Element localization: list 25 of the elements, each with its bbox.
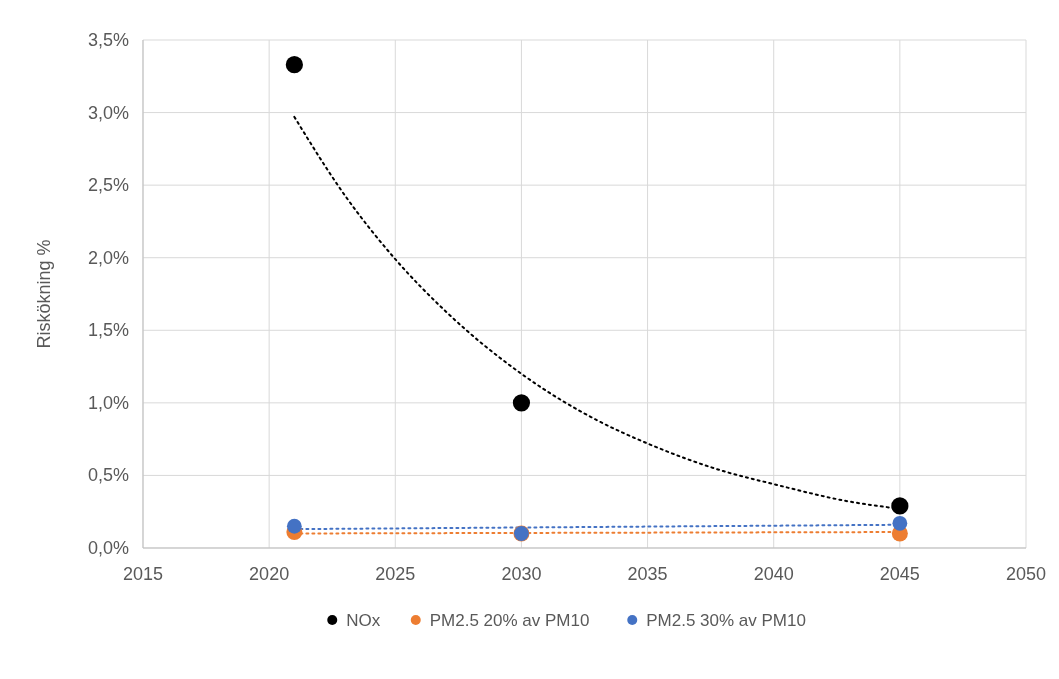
x-tick-label: 2045 xyxy=(879,564,920,584)
x-tick-label: 2035 xyxy=(627,564,668,584)
x-tick-label: 2040 xyxy=(753,564,794,584)
x-tick-label: 2050 xyxy=(1005,564,1047,584)
y-tick-label: 2,0% xyxy=(87,247,129,268)
legend-label: PM2.5 30% av PM10 xyxy=(646,611,806,630)
point xyxy=(512,394,531,412)
y-tick-label: 3,0% xyxy=(87,102,129,123)
y-axis-title: Riskökning % xyxy=(34,239,54,349)
point xyxy=(285,56,303,74)
point xyxy=(891,497,909,515)
y-tick-label: 0,0% xyxy=(87,538,129,558)
point xyxy=(892,515,908,531)
legend-label: NOx xyxy=(346,611,381,630)
legend-label: PM2.5 20% av PM10 xyxy=(429,611,590,630)
y-tick-label: 1,0% xyxy=(87,392,129,413)
x-tick-label: 2025 xyxy=(375,564,416,584)
y-tick-label: 0,5% xyxy=(87,465,129,486)
y-tick-label: 3,5% xyxy=(87,30,129,50)
x-tick-label: 2015 xyxy=(122,564,164,584)
x-tick-label: 2030 xyxy=(501,564,542,584)
x-tick-label: 2020 xyxy=(249,564,290,584)
y-tick-label: 1,5% xyxy=(87,320,129,341)
y-tick-label: 2,5% xyxy=(87,175,129,196)
point xyxy=(286,518,302,534)
